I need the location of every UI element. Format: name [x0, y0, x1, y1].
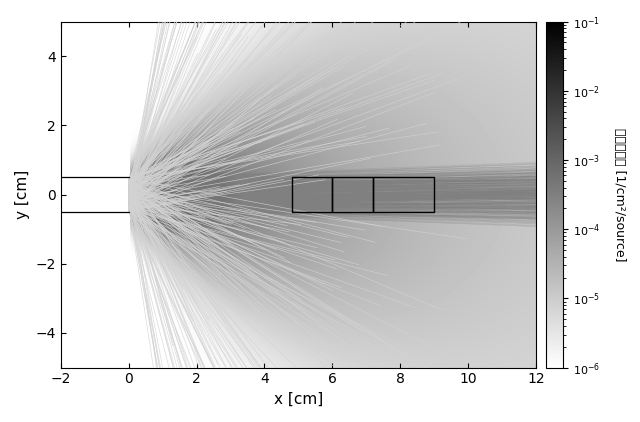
- X-axis label: x [cm]: x [cm]: [274, 392, 323, 407]
- Bar: [373, 177, 434, 212]
- Y-axis label: フルエンス [1/cm²/source]: フルエンス [1/cm²/source]: [612, 128, 625, 261]
- Y-axis label: y [cm]: y [cm]: [15, 170, 30, 219]
- Bar: [292, 177, 332, 212]
- Bar: [332, 177, 373, 212]
